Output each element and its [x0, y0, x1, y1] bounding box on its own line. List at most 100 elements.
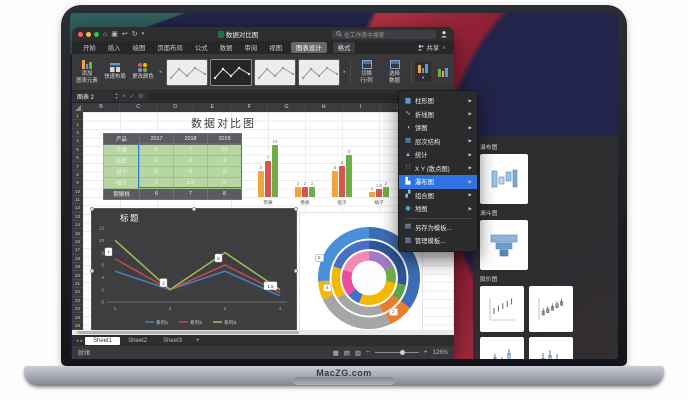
confirm-icon[interactable]: ✓ [129, 94, 135, 100]
zoom-button[interactable] [94, 31, 99, 37]
table-header-cell[interactable]: 产品 [103, 133, 140, 145]
zoom-out-icon[interactable]: − [366, 349, 370, 356]
menu-item-waterfall-chart[interactable]: ▙ 瀑布图 ▶ [399, 175, 477, 189]
stock-high-low-close-thumbnail[interactable] [480, 286, 524, 332]
row-number[interactable]: 5 [72, 146, 83, 154]
menu-item-pie-chart[interactable]: ◑ 饼图 ▶ [399, 121, 477, 135]
table-cell[interactable]: 2 [207, 177, 242, 189]
table-cell[interactable]: 10 [207, 144, 242, 156]
zoom-slider-knob[interactable] [400, 350, 406, 355]
row-number[interactable]: 26 [72, 322, 83, 331]
account-person-icon[interactable] [440, 30, 448, 38]
sheet-tab[interactable]: Sheet2 [128, 337, 148, 344]
selection-handle[interactable] [294, 207, 298, 211]
row-number[interactable]: 2 [72, 120, 83, 129]
table-cell[interactable]: 8 [207, 166, 242, 178]
gallery-prev-icon[interactable]: ◂ [159, 69, 162, 75]
add-chart-element-button[interactable]: 添加 图表元素 [75, 60, 99, 84]
table-cell[interactable]: 5 [139, 166, 174, 178]
ribbon-collapse-icon[interactable]: ∧ [442, 44, 446, 51]
chart-style-2[interactable] [209, 58, 252, 86]
menu-item-hierarchy-chart[interactable]: ▦ 层次结构 ▶ [399, 135, 477, 149]
selection-handle[interactable] [90, 207, 94, 211]
name-box-stepper[interactable]: ▲ ▼ [115, 92, 119, 100]
row-number[interactable]: 11 [72, 196, 83, 205]
menu-item-scatter-chart[interactable]: ∷ X Y (散点图) ▶ [399, 162, 477, 176]
table-cell[interactable]: 猕猴桃 [103, 188, 140, 200]
share-button[interactable]: 共享 ∧ [417, 43, 446, 52]
row-number[interactable]: 19 [72, 263, 83, 272]
row-number[interactable]: 4 [72, 137, 83, 146]
page-break-view-icon[interactable]: ▥ [354, 349, 362, 357]
column-header[interactable]: F [231, 103, 269, 112]
table-cell[interactable]: 香蕉 [103, 155, 140, 167]
stock-volume-open-high-low-close-thumbnail[interactable] [529, 337, 573, 359]
change-colors-button[interactable]: 更改颜色 [131, 63, 155, 80]
row-number[interactable]: 14 [72, 221, 83, 230]
fx-icon[interactable]: fx [138, 93, 144, 100]
sheet-tab[interactable]: Sheet3 [163, 337, 183, 344]
undo-icon[interactable]: ↩ [121, 30, 128, 38]
column-header[interactable]: G [268, 103, 306, 112]
menu-item-statistic-chart[interactable]: ▲ 统计 ▶ [399, 148, 477, 162]
ribbon-tab[interactable]: 公式 [194, 45, 208, 52]
table-cell[interactable]: 橙子 [103, 166, 140, 178]
select-all-corner[interactable] [72, 103, 83, 112]
table-cell[interactable]: 1 [139, 177, 174, 189]
ribbon-tab[interactable]: 数据 [219, 45, 233, 52]
add-sheet-button[interactable]: + [196, 337, 200, 344]
table-cell[interactable]: 7 [173, 144, 208, 156]
cancel-icon[interactable]: × [122, 93, 126, 100]
ribbon-tab[interactable]: 插入 [107, 45, 121, 52]
row-number[interactable]: 25 [72, 313, 83, 322]
column-header[interactable]: C [120, 103, 158, 112]
redo-icon[interactable]: ↻ [131, 30, 138, 38]
row-number[interactable]: 13 [72, 213, 83, 222]
row-number[interactable]: 9 [72, 179, 83, 188]
column-header[interactable]: B [83, 103, 121, 112]
row-number[interactable]: 10 [72, 188, 83, 196]
scrollbar-thumb[interactable] [77, 331, 299, 334]
change-chart-type-button[interactable]: ▾ [415, 61, 431, 83]
row-number[interactable]: 3 [72, 129, 83, 138]
table-cell[interactable]: 6 [139, 188, 174, 200]
chart-style-4[interactable] [297, 58, 340, 86]
chart-style-3[interactable] [253, 58, 296, 86]
table-cell[interactable]: 5 [139, 144, 174, 156]
horizontal-scrollbar[interactable] [72, 330, 454, 335]
row-number[interactable]: 6 [72, 154, 83, 163]
toolbar-more-icon[interactable]: ▾ [141, 30, 145, 37]
row-number[interactable]: 16 [72, 238, 83, 247]
zoom-slider[interactable] [374, 350, 419, 355]
page-layout-view-icon[interactable]: ▤ [343, 349, 350, 357]
menu-item-save-template[interactable]: ▤ 另存为模板... [399, 221, 477, 235]
funnel-thumbnail[interactable] [480, 220, 528, 270]
stock-open-high-low-close-thumbnail[interactable] [529, 286, 573, 332]
move-chart-button[interactable] [435, 67, 451, 77]
zoom-in-icon[interactable]: + [423, 349, 428, 356]
row-number[interactable]: 21 [72, 280, 83, 289]
ribbon-tab[interactable]: 格式 [332, 42, 356, 53]
table-cell[interactable]: 2 [139, 155, 174, 167]
row-number[interactable]: 7 [72, 162, 83, 171]
save-icon[interactable]: ▣ [111, 30, 118, 38]
table-cell[interactable]: 2 [207, 155, 242, 167]
line-chart[interactable]: 标题 0 2 4 6 8 10 12 1 2 3 4 系列1 系列2 系列3 7 2 6 1.5 [90, 207, 298, 330]
close-button[interactable] [78, 31, 83, 37]
table-header-cell[interactable]: 2019 [207, 133, 242, 145]
menu-item-manage-template[interactable]: ▥ 管理模板... [399, 234, 477, 248]
quick-layout-button[interactable]: 快速布局 [103, 63, 127, 80]
chart-style-1[interactable] [165, 58, 208, 86]
ribbon-tab[interactable]: 审阅 [244, 45, 258, 52]
search-input[interactable]: 在工作表中搜索 [332, 29, 436, 39]
sunburst-chart[interactable]: 5142 [299, 212, 423, 330]
minimize-button[interactable] [86, 31, 91, 37]
select-data-button[interactable]: 选择 数据 [383, 60, 407, 84]
grid[interactable]: 数据对比图 产品 2017 2018 2019 苹果 5 7 10 香蕉 2 2 2 橙子 5 6 8 橘子 1 1… [83, 112, 454, 330]
home-icon[interactable]: ⌂ [103, 30, 108, 38]
waterfall-thumbnail[interactable] [480, 154, 528, 204]
row-number[interactable]: 1 [72, 112, 83, 121]
ribbon-tab[interactable]: 视图 [269, 45, 283, 52]
table-cell[interactable]: 8 [207, 188, 242, 200]
ribbon-tab[interactable]: 开始 [83, 45, 96, 52]
